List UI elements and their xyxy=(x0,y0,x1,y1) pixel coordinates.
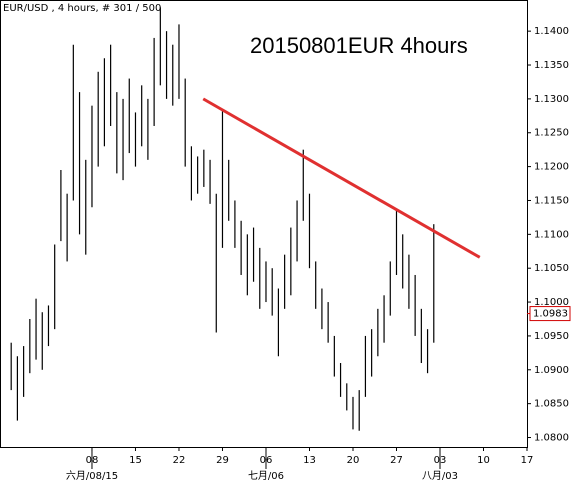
y-tick-label: 1.1400 xyxy=(534,26,569,37)
y-tick-label: 1.0800 xyxy=(534,433,569,444)
trendline xyxy=(202,97,481,259)
chart-header: EUR/USD , 4 hours, # 301 / 500 xyxy=(3,3,161,14)
chart-title: 20150801EUR 4hours xyxy=(250,33,468,58)
y-tick-label: 1.1250 xyxy=(534,128,569,139)
last-price-box xyxy=(529,306,571,322)
y-tick-label: 1.0900 xyxy=(534,365,569,376)
y-tick-label: 1.1000 xyxy=(534,297,569,308)
x-month-label: 六月/08/15 xyxy=(66,470,118,482)
y-tick-label: 1.0850 xyxy=(534,399,569,410)
y-tick-label: 1.1300 xyxy=(534,94,569,105)
y-tick-label: 1.1150 xyxy=(534,195,569,206)
y-tick-label: 1.1100 xyxy=(534,229,569,240)
x-tick-label: 17 xyxy=(521,455,534,466)
x-tick-label: 22 xyxy=(173,455,186,466)
x-month-label: 八月/03 xyxy=(422,470,458,482)
y-tick-label: 1.1350 xyxy=(534,60,569,71)
x-tick-label: 10 xyxy=(477,455,490,466)
y-tick-label: 1.0950 xyxy=(534,331,569,342)
last-price-label: 1.0983 xyxy=(533,309,568,320)
x-tick-label: 20 xyxy=(347,455,360,466)
y-tick-label: 1.1200 xyxy=(534,162,569,173)
y-tick-label: 1.1050 xyxy=(534,263,569,274)
x-month-label: 七月/06 xyxy=(248,470,284,482)
x-tick-label: 27 xyxy=(390,455,403,466)
x-tick-label: 13 xyxy=(303,455,316,466)
plot-frame xyxy=(0,0,528,448)
x-tick-label: 15 xyxy=(129,455,142,466)
x-tick-label: 29 xyxy=(216,455,229,466)
